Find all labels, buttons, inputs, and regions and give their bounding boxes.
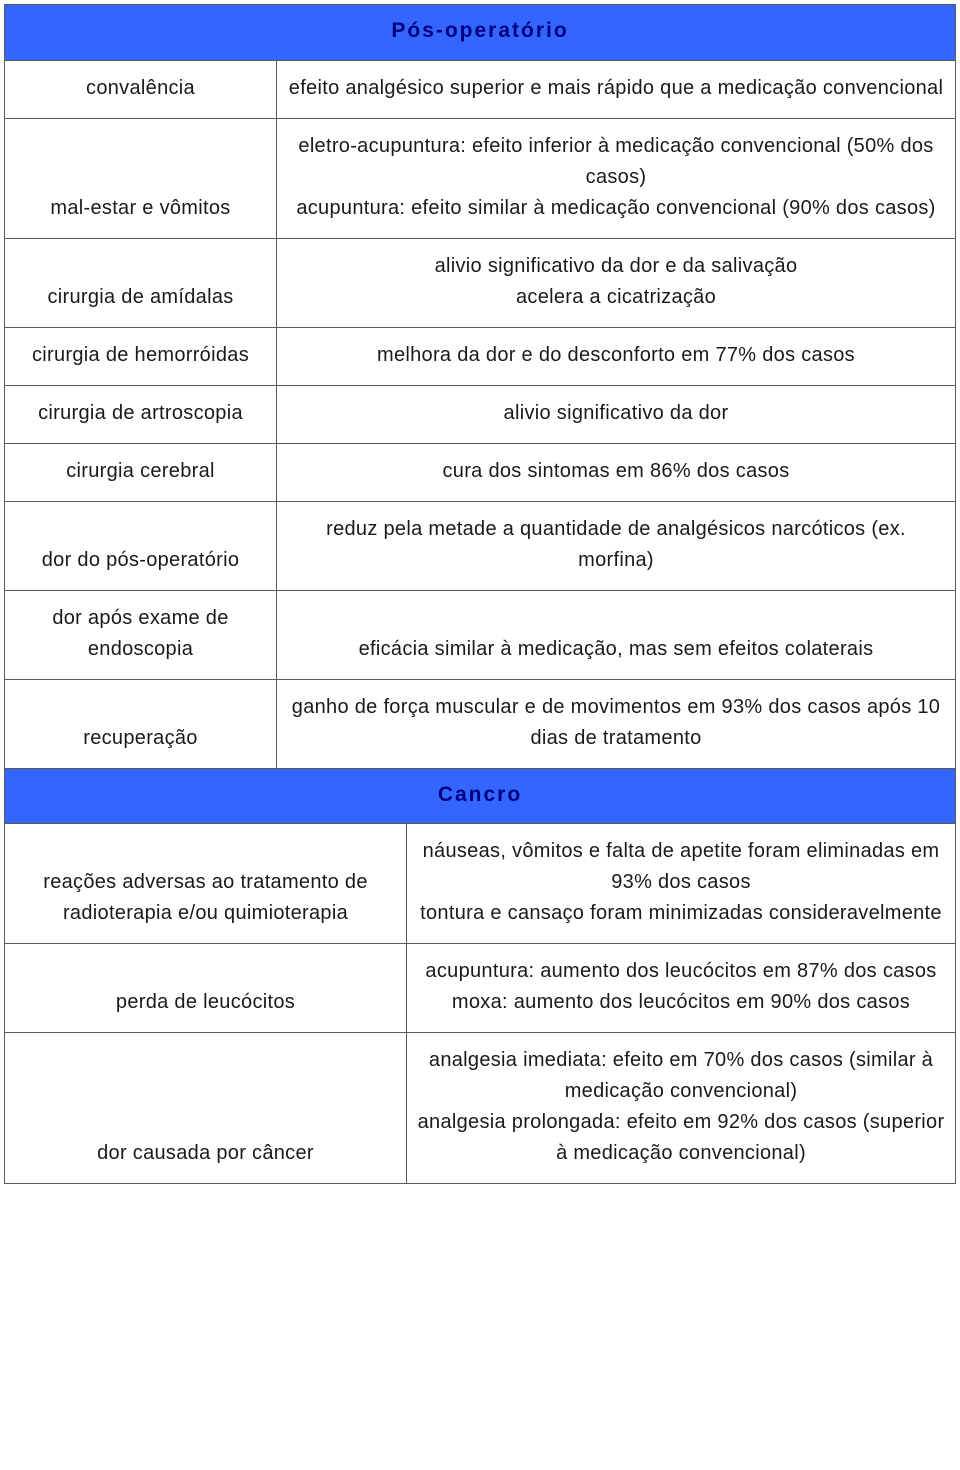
row-label: dor após exame de endoscopia: [5, 590, 277, 679]
row-value: eficácia similar à medicação, mas sem ef…: [277, 590, 956, 679]
section-2-title: Cancro: [5, 768, 956, 824]
section-1-title: Pós-operatório: [5, 5, 956, 61]
row-value: alivio significativo da dor e da salivaç…: [277, 238, 956, 327]
section-2-table: Cancro reações adversas ao tratamento de…: [4, 768, 956, 1185]
row-value: eletro-acupuntura: efeito inferior à med…: [277, 118, 956, 238]
row-value: cura dos sintomas em 86% dos casos: [277, 443, 956, 501]
row-label: recuperação: [5, 679, 277, 768]
row-label: convalência: [5, 60, 277, 118]
table-row: perda de leucócitos acupuntura: aumento …: [5, 944, 956, 1033]
table-row: reações adversas ao tratamento de radiot…: [5, 824, 956, 944]
table-row: cirurgia de hemorróidas melhora da dor e…: [5, 327, 956, 385]
table-row: cirurgia cerebral cura dos sintomas em 8…: [5, 443, 956, 501]
row-value: analgesia imediata: efeito em 70% dos ca…: [407, 1033, 956, 1184]
row-value: melhora da dor e do desconforto em 77% d…: [277, 327, 956, 385]
row-label: dor do pós-operatório: [5, 501, 277, 590]
row-label: cirurgia de hemorróidas: [5, 327, 277, 385]
row-label: cirurgia cerebral: [5, 443, 277, 501]
table-row: dor do pós-operatório reduz pela metade …: [5, 501, 956, 590]
row-label: cirurgia de amídalas: [5, 238, 277, 327]
table-row: dor após exame de endoscopia eficácia si…: [5, 590, 956, 679]
row-label: cirurgia de artroscopia: [5, 385, 277, 443]
row-value: acupuntura: aumento dos leucócitos em 87…: [407, 944, 956, 1033]
row-value: alivio significativo da dor: [277, 385, 956, 443]
row-value: ganho de força muscular e de movimentos …: [277, 679, 956, 768]
row-label: mal-estar e vômitos: [5, 118, 277, 238]
section-2-header-row: Cancro: [5, 768, 956, 824]
section-1-header-row: Pós-operatório: [5, 5, 956, 61]
row-label: dor causada por câncer: [5, 1033, 407, 1184]
table-row: cirurgia de amídalas alivio significativ…: [5, 238, 956, 327]
table-row: convalência efeito analgésico superior e…: [5, 60, 956, 118]
row-value: reduz pela metade a quantidade de analgé…: [277, 501, 956, 590]
row-label: reações adversas ao tratamento de radiot…: [5, 824, 407, 944]
table-row: mal-estar e vômitos eletro-acupuntura: e…: [5, 118, 956, 238]
row-value: efeito analgésico superior e mais rápido…: [277, 60, 956, 118]
section-1-table: Pós-operatório convalência efeito analgé…: [4, 4, 956, 769]
row-value: náuseas, vômitos e falta de apetite fora…: [407, 824, 956, 944]
table-row: recuperação ganho de força muscular e de…: [5, 679, 956, 768]
table-row: dor causada por câncer analgesia imediat…: [5, 1033, 956, 1184]
row-label: perda de leucócitos: [5, 944, 407, 1033]
table-row: cirurgia de artroscopia alivio significa…: [5, 385, 956, 443]
